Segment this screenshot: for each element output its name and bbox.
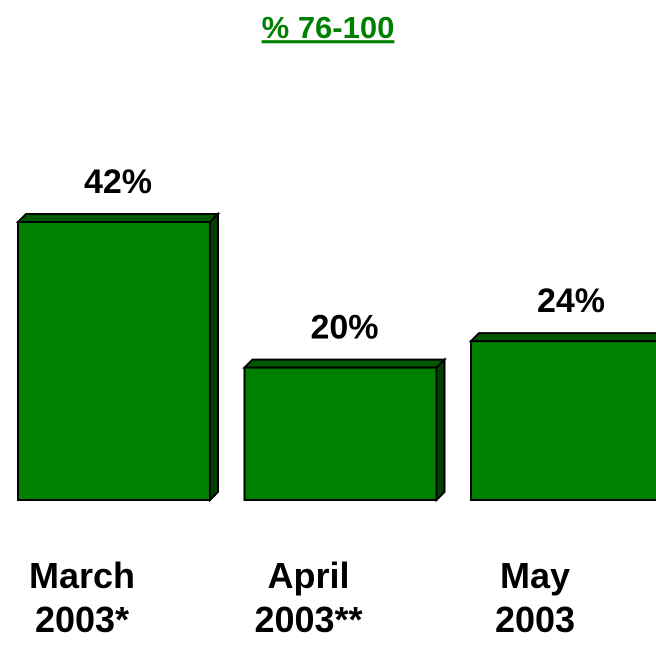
bar (243, 366, 438, 501)
bar-side (435, 357, 446, 503)
bar (17, 221, 211, 501)
bar-top (242, 358, 447, 369)
bar-side (209, 211, 219, 503)
bar-top (468, 332, 656, 343)
x-tick-label: March 2003* (28, 555, 136, 640)
bar-top (15, 213, 221, 223)
chart-title: % 76-100 (262, 10, 395, 45)
x-tick-label: April 2003** (254, 555, 363, 640)
value-label: 24% (537, 282, 605, 320)
value-label: 20% (310, 309, 378, 347)
value-label: 42% (84, 163, 152, 201)
bar (470, 340, 656, 501)
x-tick-label: May 2003 (494, 555, 576, 640)
